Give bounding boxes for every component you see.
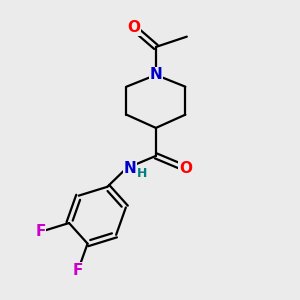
Text: O: O [179,161,192,176]
Text: H: H [137,167,148,180]
Text: N: N [149,68,162,82]
Text: F: F [73,263,83,278]
Text: O: O [127,20,140,35]
Text: N: N [124,161,136,176]
Text: F: F [35,224,46,239]
